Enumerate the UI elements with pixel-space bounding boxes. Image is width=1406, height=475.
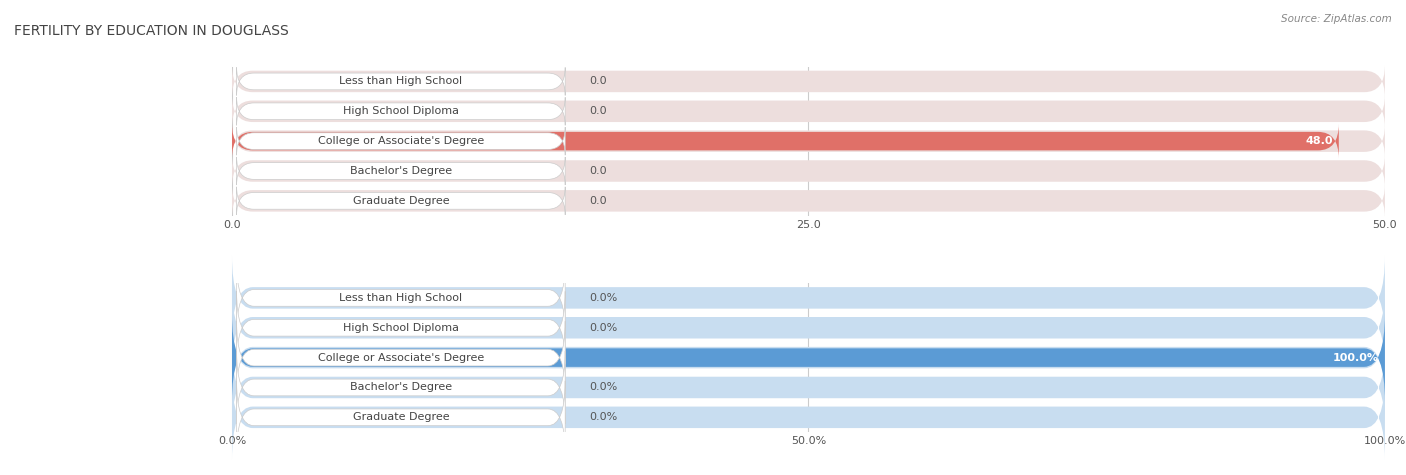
FancyBboxPatch shape	[236, 381, 565, 454]
Text: 0.0: 0.0	[589, 106, 607, 116]
Text: College or Associate's Degree: College or Associate's Degree	[318, 136, 484, 146]
FancyBboxPatch shape	[232, 255, 1385, 341]
FancyBboxPatch shape	[232, 65, 1385, 97]
Text: Source: ZipAtlas.com: Source: ZipAtlas.com	[1281, 14, 1392, 24]
Text: Less than High School: Less than High School	[339, 76, 463, 86]
FancyBboxPatch shape	[236, 157, 565, 185]
FancyBboxPatch shape	[232, 155, 1385, 187]
Text: Graduate Degree: Graduate Degree	[353, 196, 449, 206]
Text: 0.0%: 0.0%	[589, 293, 617, 303]
FancyBboxPatch shape	[236, 67, 565, 95]
Text: 0.0%: 0.0%	[589, 382, 617, 392]
FancyBboxPatch shape	[236, 187, 565, 215]
Text: Bachelor's Degree: Bachelor's Degree	[350, 382, 451, 392]
FancyBboxPatch shape	[236, 291, 565, 364]
FancyBboxPatch shape	[232, 185, 1385, 217]
Text: 0.0%: 0.0%	[589, 323, 617, 333]
FancyBboxPatch shape	[236, 97, 565, 125]
FancyBboxPatch shape	[236, 321, 565, 394]
Text: Less than High School: Less than High School	[339, 293, 463, 303]
FancyBboxPatch shape	[232, 285, 1385, 371]
Text: 0.0: 0.0	[589, 76, 607, 86]
FancyBboxPatch shape	[236, 261, 565, 334]
Text: 100.0%: 100.0%	[1333, 352, 1379, 362]
Text: Graduate Degree: Graduate Degree	[353, 412, 449, 422]
FancyBboxPatch shape	[232, 125, 1385, 157]
Text: High School Diploma: High School Diploma	[343, 323, 458, 333]
Text: 48.0: 48.0	[1306, 136, 1333, 146]
Text: 0.0: 0.0	[589, 166, 607, 176]
FancyBboxPatch shape	[232, 344, 1385, 430]
Text: Bachelor's Degree: Bachelor's Degree	[350, 166, 451, 176]
Text: 0.0: 0.0	[589, 196, 607, 206]
FancyBboxPatch shape	[232, 314, 1385, 400]
FancyBboxPatch shape	[236, 127, 565, 155]
FancyBboxPatch shape	[232, 95, 1385, 127]
Text: High School Diploma: High School Diploma	[343, 106, 458, 116]
Text: College or Associate's Degree: College or Associate's Degree	[318, 352, 484, 362]
FancyBboxPatch shape	[232, 313, 1385, 402]
FancyBboxPatch shape	[232, 124, 1339, 159]
Text: 0.0%: 0.0%	[589, 412, 617, 422]
FancyBboxPatch shape	[236, 351, 565, 424]
Text: FERTILITY BY EDUCATION IN DOUGLASS: FERTILITY BY EDUCATION IN DOUGLASS	[14, 24, 288, 38]
FancyBboxPatch shape	[232, 374, 1385, 460]
